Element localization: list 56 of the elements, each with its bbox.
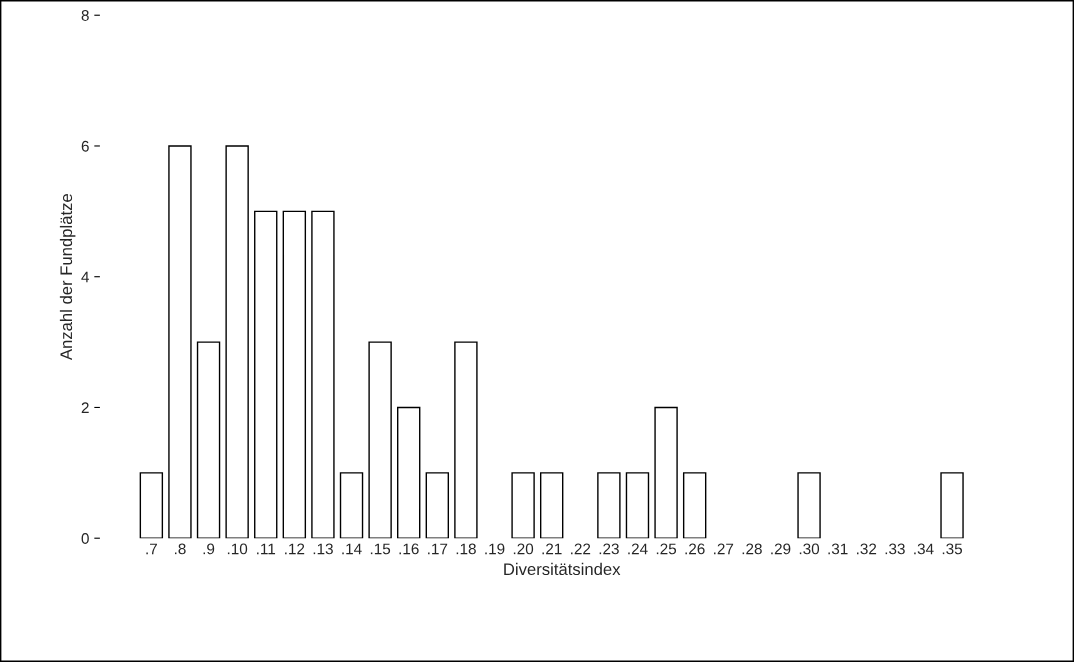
x-tick-label: .24 <box>628 543 648 555</box>
x-tick-label: .12 <box>285 543 305 555</box>
x-tick-label: .10 <box>227 543 248 555</box>
bar <box>339 472 364 539</box>
bar <box>940 472 964 539</box>
bar <box>311 210 335 539</box>
y-tick-label: 4 <box>81 271 90 283</box>
x-tick-label: .21 <box>542 543 562 555</box>
x-tick-label: .14 <box>342 543 362 555</box>
x-tick-label: .16 <box>399 543 419 555</box>
x-tick-label: .8 <box>174 543 186 555</box>
bar <box>454 341 478 539</box>
bar <box>625 472 650 539</box>
x-tick-label: .33 <box>885 543 905 555</box>
x-tick-label: .17 <box>428 543 448 555</box>
x-tick-label: .11 <box>257 543 276 555</box>
x-tick-label: .18 <box>456 543 476 555</box>
x-tick-label: .25 <box>656 543 677 555</box>
y-axis-title: Anzahl der Fundplätze <box>59 194 76 361</box>
x-tick-label: .32 <box>857 543 877 555</box>
x-tick-label: .27 <box>714 543 734 555</box>
bar <box>511 472 535 539</box>
x-tick-label: .34 <box>914 543 934 555</box>
x-tick-label: .29 <box>771 543 791 555</box>
bar <box>539 472 564 539</box>
y-tick-label: 6 <box>81 140 89 152</box>
bar <box>254 210 278 539</box>
x-tick-label: .19 <box>485 543 505 555</box>
bar <box>368 341 392 539</box>
bar <box>797 472 821 539</box>
x-tick-label: .20 <box>513 543 534 555</box>
x-axis-title: Diversitätsindex <box>504 562 621 576</box>
bar <box>682 472 707 539</box>
bar <box>597 472 621 539</box>
y-tick-label: 0 <box>81 533 89 544</box>
bar <box>425 472 450 539</box>
x-tick-label: .22 <box>571 543 591 555</box>
bar <box>139 472 164 539</box>
bar <box>282 210 307 539</box>
y-tick-label: 2 <box>81 402 89 413</box>
bar <box>654 406 678 539</box>
x-tick-label: .30 <box>799 543 820 555</box>
x-tick-label: .7 <box>146 543 157 555</box>
x-tick-label: .28 <box>742 543 762 555</box>
y-tick-label: 8 <box>81 10 89 21</box>
x-tick-label: .35 <box>942 543 963 555</box>
x-tick-label: .26 <box>685 543 705 555</box>
x-tick-label: .15 <box>370 543 391 555</box>
bar <box>225 145 249 539</box>
bar <box>196 341 221 539</box>
x-tick-label: .31 <box>828 543 848 555</box>
bar <box>397 406 421 539</box>
bar <box>168 145 192 539</box>
x-tick-label: .13 <box>313 543 333 555</box>
x-tick-label: .9 <box>203 543 215 555</box>
x-tick-label: .23 <box>599 543 619 555</box>
